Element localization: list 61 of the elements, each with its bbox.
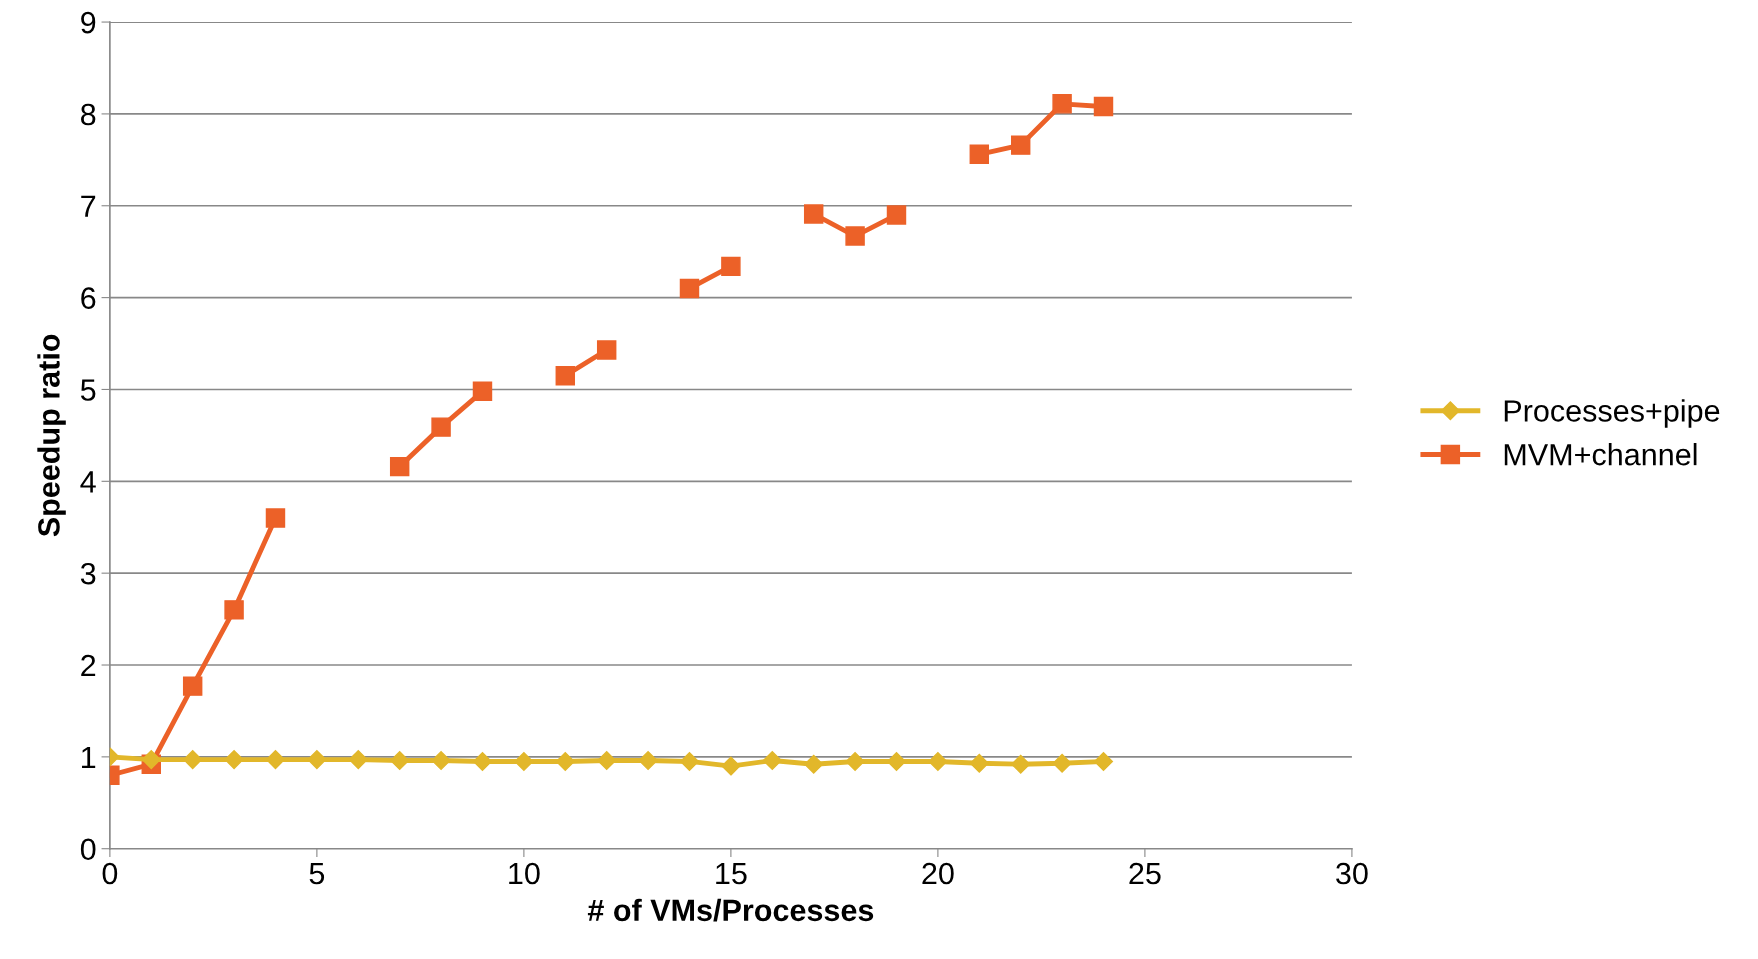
point [845, 751, 865, 771]
point [804, 754, 824, 774]
y-axis-title: Speedup ratio [37, 334, 66, 537]
x-tick-label: 5 [309, 863, 325, 885]
point [803, 204, 824, 224]
x-tick-label: 20 [922, 862, 954, 885]
point [886, 205, 907, 225]
point [1052, 753, 1072, 773]
point [389, 456, 410, 477]
y-tick-label: 0 [80, 838, 96, 861]
y-tick-label: 6 [81, 287, 96, 309]
point [431, 751, 451, 771]
point [638, 751, 658, 771]
point [265, 750, 286, 770]
y-tick-label: 2 [81, 654, 96, 677]
point [596, 340, 617, 360]
point [886, 751, 907, 771]
point [845, 226, 865, 246]
point [1093, 96, 1114, 117]
point [224, 750, 244, 770]
point [969, 144, 990, 165]
point [721, 256, 741, 277]
point [721, 756, 741, 776]
point [679, 278, 700, 299]
point [431, 417, 451, 437]
point [307, 750, 327, 770]
y-tick-label: 5 [80, 379, 96, 401]
y-tick-label: 4 [80, 471, 96, 493]
point [224, 600, 244, 620]
point [182, 676, 203, 696]
point [555, 751, 575, 771]
y-tick-label: 9 [81, 11, 96, 34]
point [1052, 94, 1072, 114]
x-tick-label: 25 [1129, 862, 1161, 885]
point [555, 365, 576, 386]
x-tick-label: 0 [102, 862, 118, 885]
point [514, 751, 534, 771]
point [1011, 754, 1031, 774]
point [679, 751, 700, 771]
y-tick-label: 8 [81, 103, 96, 126]
point [348, 750, 368, 770]
point [969, 753, 989, 773]
point [265, 508, 286, 528]
y-tick-label: 7 [81, 195, 96, 217]
x-axis-title: # of VMs/Processes [587, 898, 874, 922]
x-tick-label: 30 [1336, 862, 1368, 885]
point [183, 750, 203, 770]
point [472, 381, 493, 402]
x-tick-label: 15 [716, 863, 747, 885]
point [597, 751, 617, 771]
point [472, 751, 493, 771]
legend-label: MVM+channel [1504, 443, 1697, 466]
point [1093, 751, 1114, 771]
y-tick-label: 3 [80, 562, 96, 585]
y-tick-label: 1 [82, 746, 96, 768]
point [390, 751, 410, 771]
x-tick-label: 10 [509, 862, 540, 885]
legend-label: Processes+pipe [1504, 399, 1720, 428]
point [1010, 135, 1031, 155]
point [928, 751, 948, 771]
point [762, 751, 782, 771]
